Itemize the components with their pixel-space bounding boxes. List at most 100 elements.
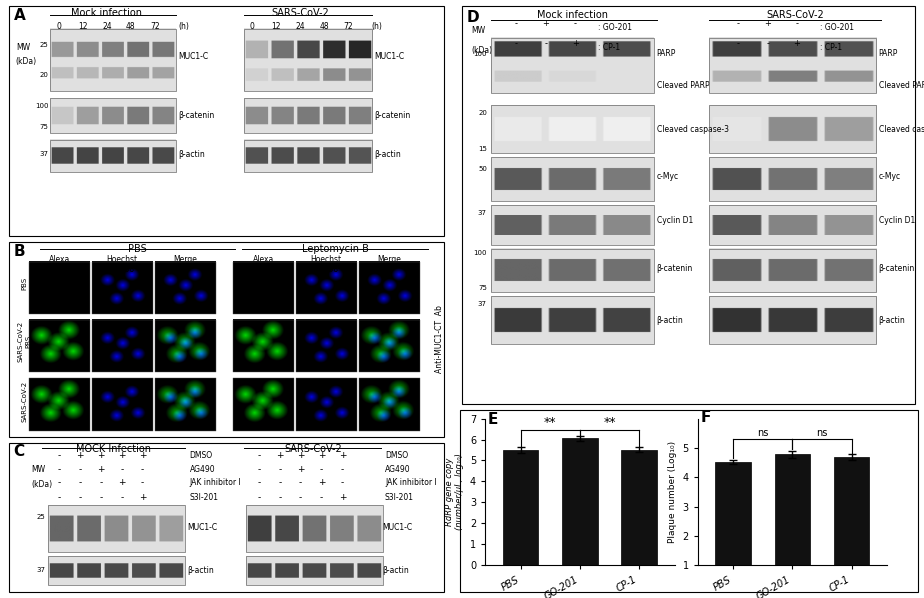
Text: 75: 75: [40, 124, 48, 130]
Text: (h): (h): [371, 22, 383, 31]
Bar: [359, 262, 419, 314]
Bar: [492, 105, 654, 153]
Text: 100: 100: [35, 103, 48, 109]
Bar: [154, 379, 215, 431]
Text: -: -: [120, 493, 123, 502]
Text: 20: 20: [40, 72, 48, 78]
Text: **: **: [544, 416, 556, 429]
Bar: [492, 296, 654, 344]
Text: β-actin: β-actin: [374, 150, 401, 159]
Text: 0: 0: [56, 22, 62, 31]
Text: 72: 72: [343, 22, 353, 31]
Text: MW: MW: [471, 26, 485, 35]
Text: A: A: [14, 8, 25, 23]
Text: +: +: [338, 493, 346, 502]
Text: : CP-1: : CP-1: [598, 43, 620, 52]
Bar: [246, 505, 383, 551]
Text: 15: 15: [478, 146, 487, 152]
Text: -: -: [57, 493, 61, 502]
Text: +: +: [118, 478, 126, 487]
Bar: [29, 320, 90, 373]
Bar: [492, 38, 654, 93]
Text: 20: 20: [478, 111, 487, 117]
Text: F: F: [700, 410, 711, 425]
Text: Cleaved PARP: Cleaved PARP: [657, 81, 710, 90]
Text: β-actin: β-actin: [383, 566, 409, 575]
Text: Hoechst
33258: Hoechst 33258: [310, 255, 342, 274]
Text: β-actin: β-actin: [178, 150, 205, 159]
Text: -: -: [257, 478, 261, 487]
Text: +: +: [794, 39, 800, 48]
Text: E: E: [488, 413, 498, 428]
Text: MOCK Infection: MOCK Infection: [76, 444, 151, 454]
Text: MW: MW: [31, 465, 45, 474]
Text: +: +: [764, 19, 771, 28]
Bar: [51, 139, 176, 172]
Text: -: -: [341, 478, 344, 487]
Text: β-actin: β-actin: [188, 566, 214, 575]
Text: +: +: [276, 451, 284, 460]
Text: c-Myc: c-Myc: [879, 172, 901, 181]
Text: Hoechst
33258: Hoechst 33258: [106, 255, 138, 274]
Bar: [51, 98, 176, 133]
Text: MUC1-C: MUC1-C: [178, 52, 209, 61]
Text: -: -: [257, 451, 261, 460]
Text: (kDa): (kDa): [471, 46, 492, 55]
Text: -: -: [278, 493, 282, 502]
Text: +: +: [338, 451, 346, 460]
Text: DMSO: DMSO: [189, 451, 213, 460]
Text: C: C: [14, 444, 25, 459]
Text: 37: 37: [40, 151, 48, 157]
Text: +: +: [318, 478, 325, 487]
Text: -: -: [341, 465, 344, 474]
Text: **: **: [603, 416, 615, 429]
Text: 0: 0: [250, 22, 255, 31]
Text: Alexa
flour 488: Alexa flour 488: [246, 255, 281, 274]
Bar: [833, 457, 869, 594]
Bar: [296, 320, 357, 373]
Text: 25: 25: [40, 42, 48, 48]
Text: +: +: [139, 451, 146, 460]
Text: +: +: [318, 451, 325, 460]
Text: β-catenin: β-catenin: [657, 264, 693, 273]
Text: Cleaved PARP: Cleaved PARP: [879, 81, 924, 90]
Bar: [154, 262, 215, 314]
Text: PARP: PARP: [879, 49, 898, 58]
Text: -: -: [79, 493, 81, 502]
Text: : GO-201: : GO-201: [598, 23, 632, 32]
Text: 48: 48: [126, 22, 136, 31]
Text: : GO-201: : GO-201: [820, 23, 854, 32]
Bar: [296, 379, 357, 431]
Text: AG490: AG490: [385, 465, 410, 474]
Text: Alexa
flour 488: Alexa flour 488: [42, 255, 77, 274]
Text: -: -: [257, 465, 261, 474]
Text: ns: ns: [816, 428, 828, 438]
Text: c-Myc: c-Myc: [657, 172, 679, 181]
Bar: [48, 556, 185, 585]
Text: JAK inhibitor I: JAK inhibitor I: [189, 478, 241, 487]
Text: Merge: Merge: [377, 255, 401, 264]
Y-axis label: Plaque number (Log₁₀): Plaque number (Log₁₀): [668, 441, 676, 543]
Text: -: -: [278, 478, 282, 487]
Text: (kDa): (kDa): [16, 57, 37, 66]
Text: +: +: [297, 451, 304, 460]
Text: +: +: [542, 19, 549, 28]
Text: -: -: [57, 478, 61, 487]
Text: SARS-CoV-2: SARS-CoV-2: [285, 444, 342, 454]
Text: 25: 25: [37, 514, 45, 520]
Text: +: +: [139, 493, 146, 502]
Text: 75: 75: [478, 285, 487, 291]
Text: Cyclin D1: Cyclin D1: [879, 216, 915, 225]
Text: -: -: [79, 465, 81, 474]
Text: +: +: [297, 465, 304, 474]
Text: 12: 12: [272, 22, 281, 31]
Text: 24: 24: [296, 22, 305, 31]
Text: +: +: [97, 465, 104, 474]
Text: +: +: [118, 451, 126, 460]
Bar: [709, 249, 876, 292]
Text: SARS-CoV-2: SARS-CoV-2: [766, 10, 823, 20]
Text: β-actin: β-actin: [879, 316, 906, 325]
Text: PARP: PARP: [657, 49, 676, 58]
Text: (kDa): (kDa): [31, 480, 52, 489]
Text: (h): (h): [178, 22, 189, 31]
